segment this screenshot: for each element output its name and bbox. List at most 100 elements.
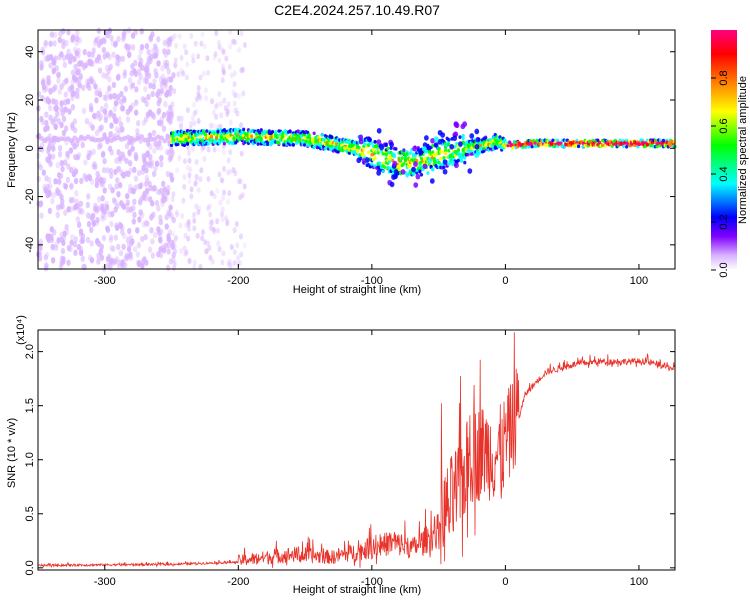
spectrogram-cell [173,236,178,243]
spectrogram-cell [474,152,480,158]
spectrogram-cell [206,69,211,76]
spectrogram-cell [85,236,91,244]
spectrogram-cell [182,245,187,252]
spectrogram-cell [367,136,372,143]
spectrogram-cell [38,200,44,207]
spectrogram-cell [381,169,385,174]
spectrogram-cell [70,94,75,102]
spectrogram-cell [223,215,228,222]
spectrogram-cell [66,244,72,252]
spectrogram-cell [114,157,119,164]
spectrogram-cell [70,69,76,76]
spectrogram-cell [43,261,49,269]
spectrogram-cell [123,85,129,93]
spectrogram-cell [149,162,154,169]
x-tick-label: 100 [630,576,648,588]
spectrogram-cell [240,192,245,199]
spectrogram-cell [182,43,187,50]
spectrogram-cell [111,197,117,204]
spectrogram-cell [144,43,150,50]
spectrogram-cell [86,220,92,228]
spectrogram-cell [120,126,125,133]
spectrogram-cell [109,244,114,252]
spectrogram-cell [160,73,166,80]
snr-frame [37,329,676,571]
spectrogram-cell [148,161,153,169]
spectrogram-cell [61,54,67,62]
spectrogram-cell [256,142,260,146]
spectrogram-cell [196,186,201,193]
spectrogram-cell [381,161,385,166]
spectrogram-cell [191,101,196,108]
spectrogram-cell [192,110,197,117]
spectrogram-cell [185,142,190,146]
spectrogram-cell [60,110,65,117]
spectrogram-cell [226,198,231,205]
spectrogram-cell [466,152,470,157]
spectrogram-cell [225,217,230,224]
spectrogram-cell [57,145,63,152]
spectrogram-cell [142,255,147,263]
spectrogram-cell [218,123,223,130]
spectrogram-cell [270,129,275,134]
spectrogram-cell [116,262,122,270]
spectrogram-cell [212,109,217,116]
colorbar-label: Normalized spectral amplitude [737,76,749,224]
spectrogram-cell [205,247,210,254]
spectrogram-cell [186,235,191,242]
spectrogram-cell [172,32,177,39]
spectrogram-cell [236,260,241,267]
spectrogram-cell [124,43,130,50]
spectrogram-cell [66,28,71,36]
spectrogram-cell [330,135,334,140]
spectrogram-cell [304,139,308,144]
spectrogram-cell [170,239,175,247]
spectrogram-cell [182,158,187,165]
spectrogram-cell [77,82,82,89]
spectrogram-cell [376,139,382,145]
spectrogram-cell [164,63,170,70]
spectrogram-cell [41,83,47,91]
spectrogram-cell [161,125,167,132]
spectrogram-cell [161,111,167,119]
spectrogram-cell [70,234,75,241]
spectrogram-cell [70,104,76,111]
spectrogram-cell [120,259,125,266]
spectrogram-cell [143,64,148,71]
spectrogram-cell [433,136,439,142]
spectrogram-cell [556,138,560,143]
spectrogram-cell [461,136,465,141]
spectrogram-cell [138,48,143,55]
spectrogram-cell [90,51,95,58]
spectrogram-cell [196,85,201,92]
spectrogram-cell [101,46,107,54]
spectrogram-cell [159,187,164,194]
spectrogram-cell [74,190,79,197]
y-tick-label: 0.5 [24,506,36,521]
spectrogram-cell [204,95,209,102]
spectrogram-cell [156,229,162,236]
spectrogram-cell [211,123,216,130]
spectrogram-cell [64,224,69,231]
spectrogram-cell [43,126,48,133]
spectrogram-cell [209,219,214,226]
spectrogram-cell [411,172,416,177]
x-tick-label: -100 [361,576,383,588]
chart-title: C2E4.2024.257.10.49.R07 [274,2,440,18]
spectrogram-cell [125,206,131,214]
spectrogram-cell [475,136,481,143]
spectrogram-cell [376,151,380,155]
y-tick-label: -20 [24,189,36,205]
spectrogram-cell [367,150,371,155]
spectrogram-cell [96,41,102,48]
spectrogram-cell [78,249,84,257]
spectrogram-cell [259,128,263,132]
spectrogram-cell [138,209,143,216]
spectrogram-y-axis-label: Frequency (Hz) [6,112,18,188]
spectrogram-cell [449,143,455,150]
spectrogram-cell [94,89,99,97]
spectrogram-cell [212,193,217,200]
spectrogram-cell [70,34,76,42]
spectrogram-cell [167,229,173,236]
